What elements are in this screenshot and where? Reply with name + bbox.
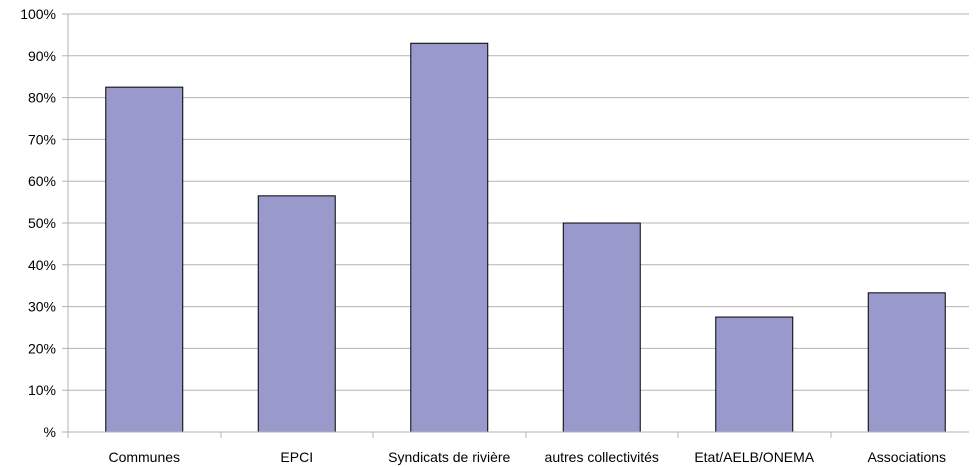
gridlines bbox=[68, 13, 969, 391]
y-tick-label: 60% bbox=[28, 173, 56, 189]
bar bbox=[562, 222, 641, 433]
x-tick-label: autres collectivités bbox=[545, 449, 659, 465]
bar bbox=[257, 195, 336, 433]
axes bbox=[62, 13, 969, 438]
x-tick-label: Etat/AELB/ONEMA bbox=[694, 449, 814, 465]
y-tick-labels: % 10% 20% 30% 40% 50% 60% 70% 80% 90% 100% bbox=[20, 6, 56, 440]
bar bbox=[867, 292, 946, 433]
y-tick-label: 90% bbox=[28, 48, 56, 64]
y-tick-label: 40% bbox=[28, 257, 56, 273]
bar bbox=[105, 86, 184, 433]
y-tick-label: 30% bbox=[28, 299, 56, 315]
x-tick-labels: Communes EPCI Syndicats de rivière autres c… bbox=[108, 449, 946, 465]
y-tick-label: % bbox=[44, 424, 56, 440]
x-tick-label: Associations bbox=[867, 449, 946, 465]
x-tick-label: Syndicats de rivière bbox=[388, 449, 510, 465]
y-tick-label: 50% bbox=[28, 215, 56, 231]
y-tick-label: 10% bbox=[28, 382, 56, 398]
y-tick-label: 70% bbox=[28, 131, 56, 147]
bar bbox=[410, 42, 489, 433]
y-tick-label: 20% bbox=[28, 340, 56, 356]
bar bbox=[715, 316, 794, 433]
y-tick-label: 100% bbox=[20, 6, 56, 22]
x-tick-label: Communes bbox=[108, 449, 180, 465]
bars bbox=[105, 42, 946, 433]
y-tick-label: 80% bbox=[28, 90, 56, 106]
x-tick-label: EPCI bbox=[280, 449, 313, 465]
